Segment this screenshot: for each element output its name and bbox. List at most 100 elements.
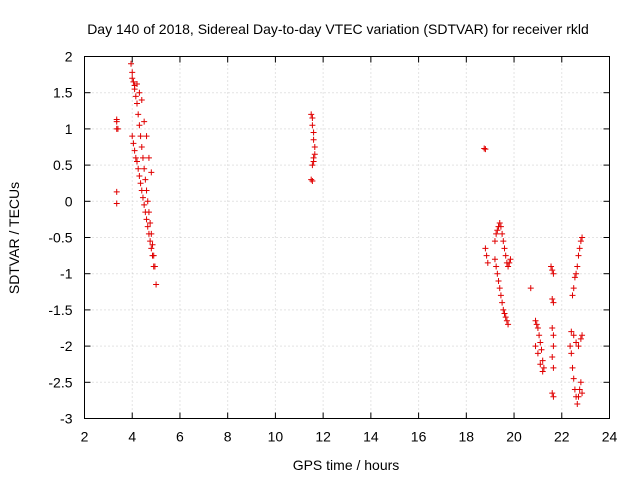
data-point: [501, 245, 508, 252]
data-point: [494, 227, 501, 234]
data-point: [549, 296, 556, 303]
x-tick-label: 16: [411, 429, 427, 445]
data-point: [130, 78, 137, 85]
data-point: [145, 154, 152, 161]
data-point: [549, 390, 556, 397]
data-point: [134, 81, 140, 88]
x-tick-label: 8: [224, 429, 232, 445]
data-point: [149, 241, 156, 248]
data-point: [577, 335, 584, 342]
y-tick-label: 2: [65, 49, 73, 65]
data-point: [568, 350, 575, 357]
data-point: [573, 339, 580, 346]
x-tick-label: 2: [81, 429, 89, 445]
data-point: [550, 393, 557, 400]
data-point: [577, 379, 584, 386]
data-point: [130, 140, 137, 147]
plot-frame: [84, 56, 610, 419]
data-point: [571, 274, 578, 281]
series-sat-f: [481, 145, 489, 153]
data-point: [573, 270, 580, 277]
data-point: [129, 69, 136, 76]
data-point: [141, 201, 148, 208]
data-point: [500, 306, 507, 313]
data-point: [148, 169, 155, 176]
data-point: [113, 118, 120, 125]
data-point: [550, 332, 557, 339]
grid-lines: [84, 56, 610, 419]
x-tick-label: 18: [459, 429, 475, 445]
data-point: [136, 122, 143, 129]
data-point: [310, 129, 317, 136]
data-point: [494, 270, 501, 277]
y-tick-label: 0.5: [53, 157, 73, 173]
series-sat-n: [567, 343, 586, 408]
data-point: [139, 154, 146, 161]
data-point: [538, 346, 545, 353]
data-point: [574, 401, 581, 408]
data-point: [570, 375, 577, 382]
data-point: [568, 328, 575, 335]
series-sat-a: [113, 116, 121, 207]
data-point: [136, 89, 143, 96]
data-point: [483, 252, 490, 259]
data-point: [309, 115, 316, 122]
data-point: [500, 238, 507, 245]
x-axis-label: GPS time / hours: [293, 457, 400, 473]
data-point: [496, 285, 503, 292]
data-point: [534, 350, 541, 357]
data-point: [137, 133, 144, 140]
data-point: [482, 245, 489, 252]
data-point: [499, 299, 506, 306]
data-point: [579, 390, 586, 397]
data-point: [138, 187, 145, 194]
data-point: [497, 223, 504, 230]
data-point: [309, 178, 316, 185]
data-point: [550, 364, 557, 371]
data-point: [497, 292, 504, 299]
data-points: [113, 60, 586, 408]
data-point: [132, 154, 139, 161]
data-point: [502, 314, 509, 321]
data-point: [150, 263, 157, 270]
data-point: [539, 357, 546, 364]
data-point: [537, 361, 544, 368]
data-point: [506, 259, 513, 266]
x-tick-label: 12: [315, 429, 331, 445]
data-point: [138, 144, 145, 150]
data-point: [147, 238, 154, 245]
data-point: [114, 125, 121, 132]
data-point: [574, 263, 581, 270]
data-point: [129, 133, 136, 140]
data-point: [309, 122, 316, 129]
data-point: [144, 198, 151, 205]
data-point: [576, 245, 583, 252]
data-point: [135, 165, 142, 172]
data-point: [143, 133, 150, 140]
data-point: [532, 343, 539, 350]
data-point: [310, 136, 317, 143]
series-sat-e: [308, 111, 318, 185]
data-point: [570, 285, 577, 292]
data-point: [540, 364, 547, 371]
y-tick-label: -3: [60, 411, 73, 427]
data-point: [575, 393, 582, 400]
data-point: [484, 259, 491, 266]
y-axis-label: SDTVAR / TECUs: [6, 182, 22, 294]
data-point: [548, 263, 555, 270]
data-point: [501, 310, 508, 317]
x-tick-label: 24: [602, 429, 618, 445]
y-axis: 2 1.5 1 0.5 0 -0.5 -1 -1.5 -2 -2.5 -3: [48, 49, 610, 427]
data-point: [550, 270, 557, 277]
data-point: [502, 252, 509, 259]
data-point: [141, 118, 148, 125]
data-point: [113, 188, 120, 195]
y-tick-label: 1: [65, 121, 73, 137]
data-point: [533, 321, 540, 328]
data-point: [570, 332, 577, 339]
x-tick-label: 22: [554, 429, 570, 445]
data-point: [134, 100, 140, 107]
x-tick-label: 20: [506, 429, 522, 445]
data-point: [550, 343, 557, 350]
data-point: [505, 321, 512, 328]
